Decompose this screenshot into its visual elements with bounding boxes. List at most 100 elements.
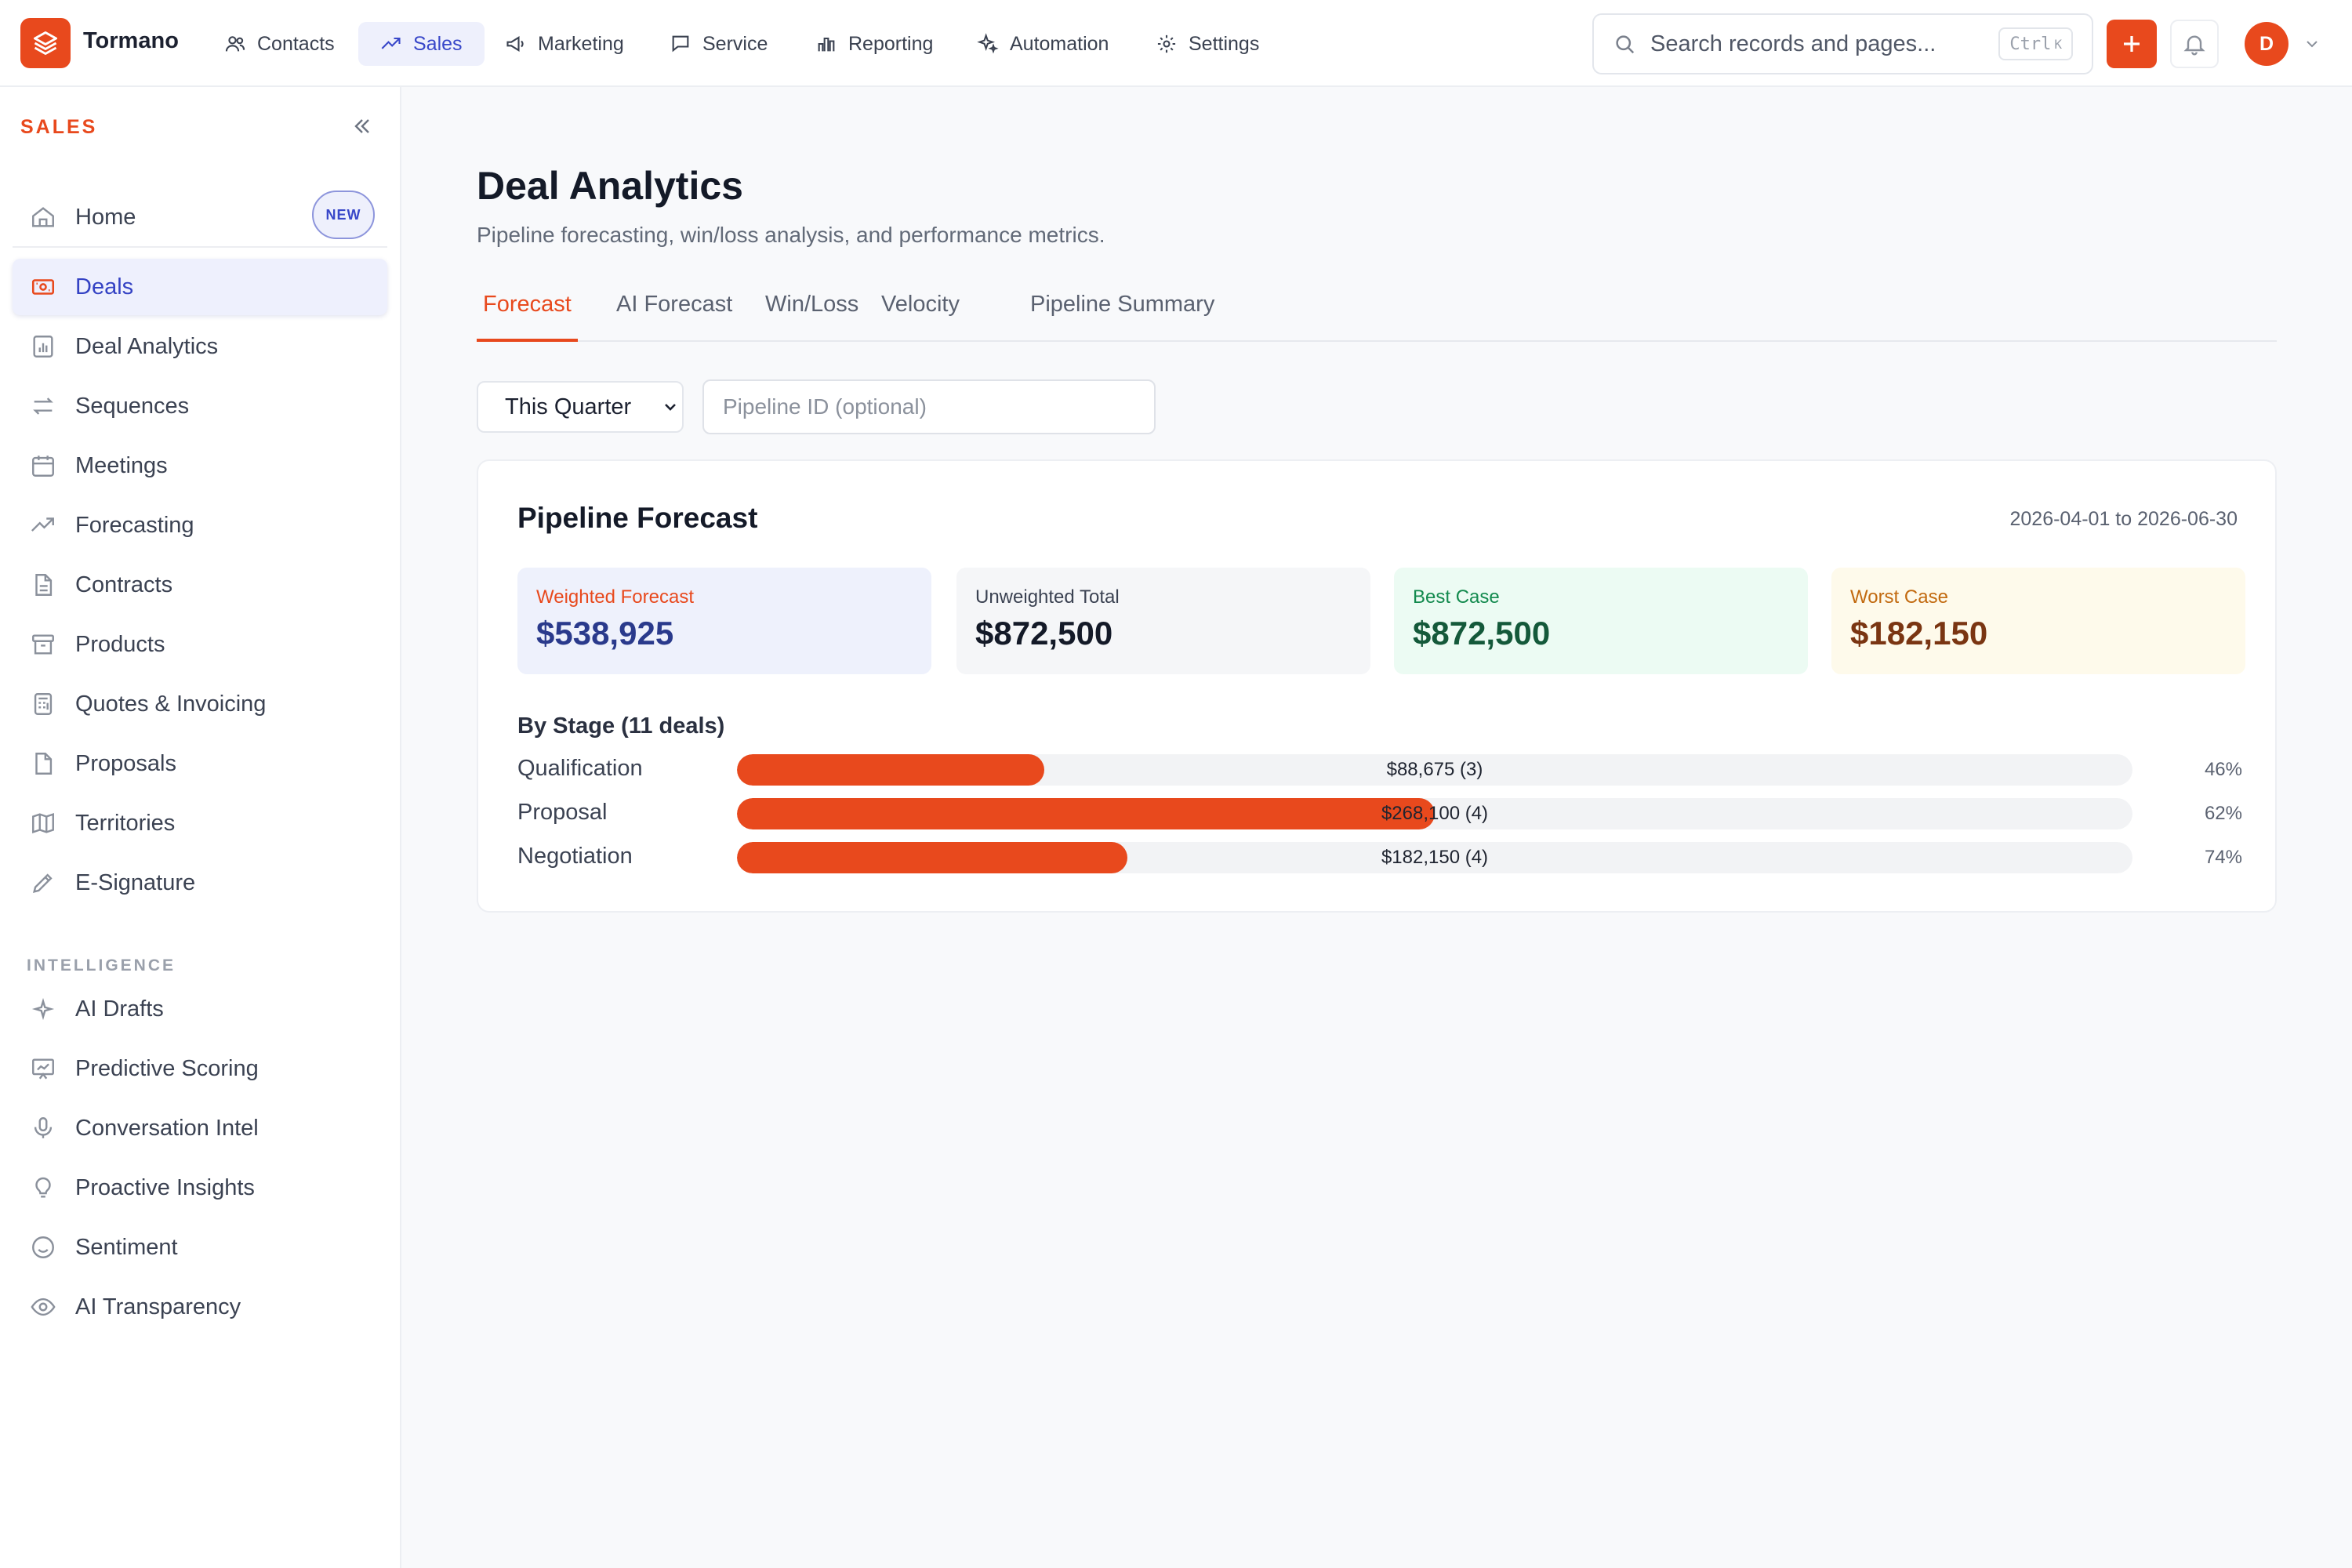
top-bar: Tormano Contacts Sales Marketing Service… <box>0 0 2352 87</box>
stage-amount: $268,100 (4) <box>1381 803 1489 824</box>
nav-label: Automation <box>1010 32 1109 55</box>
smile-icon <box>32 1236 54 1258</box>
stage-amount: $182,150 (4) <box>1381 847 1489 868</box>
tab-pipeline-summary[interactable]: Pipeline Summary <box>1030 292 1215 317</box>
chevron-down-icon <box>665 404 677 411</box>
sidebar-item-e-signature[interactable]: E-Signature <box>13 855 387 911</box>
sidebar-item-forecasting[interactable]: Forecasting <box>13 497 387 554</box>
stage-row-qualification: Qualification $88,675 (3) 46% <box>517 754 2242 786</box>
sidebar-item-ai-drafts[interactable]: AI Drafts <box>13 981 387 1037</box>
sidebar-item-proposals[interactable]: Proposals <box>13 735 387 792</box>
calendar-icon <box>32 456 54 477</box>
stage-bar-track: $182,150 (4) <box>737 842 2132 873</box>
nav-marketing[interactable]: Marketing <box>483 22 646 66</box>
tab-forecast[interactable]: Forecast <box>477 282 578 342</box>
bar-chart-icon <box>818 37 835 52</box>
sidebar-item-products[interactable]: Products <box>13 616 387 673</box>
sidebar-item-deal-analytics[interactable]: Deal Analytics <box>13 318 387 375</box>
user-menu[interactable]: D <box>2238 20 2336 68</box>
nav-settings[interactable]: Settings <box>1134 22 1281 66</box>
sidebar-item-meetings[interactable]: Meetings <box>13 437 387 494</box>
shortcut-letter: K <box>2054 36 2062 52</box>
nav-label: Service <box>702 32 768 55</box>
stage-row-proposal: Proposal $268,100 (4) 62% <box>517 798 2242 829</box>
sidebar-item-territories[interactable]: Territories <box>13 795 387 851</box>
pipeline-id-input[interactable] <box>702 379 1156 434</box>
sidebar-item-deals[interactable]: Deals <box>13 259 387 315</box>
sidebar-item-label: AI Transparency <box>75 1294 241 1319</box>
sidebar-item-label: Proposals <box>75 750 176 776</box>
sidebar-item-label: Meetings <box>75 452 168 478</box>
shortcut-key: Ctrl <box>2009 34 2052 54</box>
sidebar-item-proactive-insights[interactable]: Proactive Insights <box>13 1160 387 1216</box>
analytics-tabs: Forecast AI Forecast Win/Loss Velocity P… <box>477 282 2277 342</box>
gear-icon <box>1157 34 1176 53</box>
app-name: Tormano <box>83 28 179 53</box>
stage-percent: 74% <box>2204 847 2242 868</box>
users-icon <box>225 36 245 52</box>
stage-name: Negotiation <box>517 844 633 869</box>
sparkle-icon <box>977 33 999 54</box>
kpi-weighted-forecast: Weighted Forecast $538,925 <box>517 568 931 674</box>
kpi-value: $872,500 <box>975 615 1113 652</box>
kpi-label: Worst Case <box>1850 586 1948 608</box>
create-button[interactable] <box>2107 20 2157 68</box>
sidebar-item-label: Sentiment <box>75 1234 178 1260</box>
kpi-label: Best Case <box>1413 586 1500 608</box>
collapse-sidebar-icon[interactable] <box>350 114 375 139</box>
nav-contacts[interactable]: Contacts <box>202 22 357 66</box>
kpi-unweighted-total: Unweighted Total $872,500 <box>956 568 1370 674</box>
stage-heading: By Stage (11 deals) <box>517 713 725 739</box>
sidebar-item-label: Quotes & Invoicing <box>75 691 267 717</box>
nav-label: Contacts <box>257 32 335 55</box>
sidebar-item-sentiment[interactable]: Sentiment <box>13 1219 387 1276</box>
nav-label: Sales <box>413 32 463 55</box>
arrows-icon <box>33 397 53 415</box>
sidebar-item-label: Home <box>75 204 136 230</box>
analytics-icon <box>33 336 53 358</box>
tab-velocity[interactable]: Velocity <box>881 292 960 317</box>
deal-icon <box>31 279 55 295</box>
sidebar-item-label: Sequences <box>75 393 190 419</box>
sidebar-item-contracts[interactable]: Contracts <box>13 557 387 613</box>
stage-name: Qualification <box>517 756 643 781</box>
sidebar-item-sequences[interactable]: Sequences <box>13 378 387 434</box>
nav-label: Reporting <box>848 32 934 55</box>
sidebar-item-label: Predictive Scoring <box>75 1055 259 1081</box>
global-search[interactable]: Search records and pages... Ctrl K <box>1592 13 2093 74</box>
file-icon <box>35 753 53 775</box>
sidebar-item-home[interactable]: Home NEW <box>13 189 387 245</box>
sidebar-item-label: Proactive Insights <box>75 1174 255 1200</box>
period-select[interactable]: This Quarter <box>477 381 684 433</box>
period-select-value: This Quarter <box>505 394 632 419</box>
chevron-down-icon <box>2307 41 2318 48</box>
search-shortcut: Ctrl K <box>1998 27 2073 60</box>
sidebar-item-ai-transparency[interactable]: AI Transparency <box>13 1279 387 1335</box>
stage-name: Proposal <box>517 800 608 825</box>
stage-bar-fill <box>737 842 1128 873</box>
notifications-button[interactable] <box>2170 20 2219 68</box>
nav-automation[interactable]: Automation <box>955 22 1131 66</box>
nav-sales[interactable]: Sales <box>358 22 485 66</box>
sidebar-item-quotes-invoicing[interactable]: Quotes & Invoicing <box>13 676 387 732</box>
sidebar-item-conversation-intel[interactable]: Conversation Intel <box>13 1100 387 1156</box>
nav-reporting[interactable]: Reporting <box>793 22 955 66</box>
stage-bar-fill <box>737 754 1044 786</box>
kpi-label: Weighted Forecast <box>536 586 694 608</box>
kpi-worst-case: Worst Case $182,150 <box>1831 568 2245 674</box>
tab-win-loss[interactable]: Win/Loss <box>765 292 859 317</box>
sidebar-section-title: INTELLIGENCE <box>27 956 176 975</box>
kpi-best-case: Best Case $872,500 <box>1394 568 1808 674</box>
kpi-label: Unweighted Total <box>975 586 1120 608</box>
card-title: Pipeline Forecast <box>517 502 758 534</box>
sidebar-item-predictive-scoring[interactable]: Predictive Scoring <box>13 1040 387 1097</box>
avatar: D <box>2245 22 2288 66</box>
presentation-icon <box>32 1058 54 1080</box>
sidebar-item-label: Deal Analytics <box>75 333 219 359</box>
sidebar-item-label: Products <box>75 631 165 657</box>
nav-service[interactable]: Service <box>648 22 789 66</box>
stage-bar-fill <box>737 798 1435 829</box>
logo-icon[interactable] <box>20 18 71 68</box>
date-range: 2026-04-01 to 2026-06-30 <box>2009 508 2238 530</box>
tab-ai-forecast[interactable]: AI Forecast <box>616 292 733 317</box>
